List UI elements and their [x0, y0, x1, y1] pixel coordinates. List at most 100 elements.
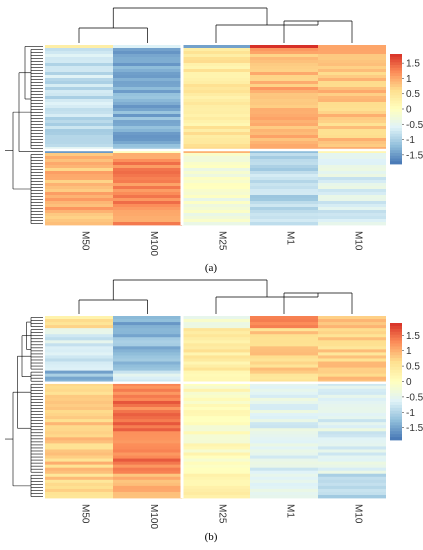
heatmap-cell [318, 210, 386, 214]
heatmap-cell [182, 449, 250, 453]
heatmap-cell [45, 114, 113, 118]
heatmap-cell [113, 467, 182, 472]
heatmap-cell [250, 458, 318, 462]
heatmap-cell [250, 216, 318, 220]
column-split [180, 316, 184, 498]
column-labels: M50 M100 M25 M1 M10 [80, 504, 364, 529]
heatmap-cell [250, 186, 318, 190]
heatmap-cell [182, 180, 250, 184]
heatmap-cell [250, 72, 318, 76]
heatmap-cell [250, 358, 318, 362]
heatmap-cell [318, 407, 386, 411]
heatmap-cell [113, 437, 182, 441]
legend-swatch [390, 384, 402, 388]
heatmap-cell [182, 379, 250, 384]
heatmap-cell [182, 494, 250, 499]
row-split [45, 148, 386, 152]
heatmap-cell [113, 165, 182, 169]
heatmap-cell [182, 349, 250, 353]
heatmap-cell [45, 473, 113, 478]
heatmap-cell [113, 138, 182, 142]
heatmap-cell [113, 114, 182, 118]
heatmap-cell [113, 81, 182, 85]
heatmap-cell [182, 437, 250, 441]
heatmap-cell [113, 331, 182, 335]
heatmap-cell [113, 434, 182, 438]
legend-swatch [390, 133, 402, 137]
heatmap-cell [182, 45, 250, 49]
heatmap-cell [113, 96, 182, 100]
legend-swatch [390, 346, 402, 350]
heatmap-cell [113, 186, 182, 190]
heatmap-cell [45, 325, 113, 329]
heatmap-cell [113, 440, 182, 444]
heatmap-cell [45, 51, 113, 55]
heatmap-cell [250, 138, 318, 142]
heatmap-cell [113, 428, 182, 432]
column-label: M50 [80, 231, 91, 251]
heatmap-cell [45, 105, 113, 109]
legend-swatch [390, 78, 402, 82]
heatmap-cell [250, 461, 318, 466]
heatmap-cell [182, 340, 250, 344]
heatmap-cell [250, 367, 318, 371]
heatmap-cell [45, 352, 113, 356]
heatmap-cell [182, 90, 250, 94]
legend-swatch [390, 416, 402, 420]
heatmap-cell [45, 482, 113, 487]
heatmap-cell [318, 331, 386, 335]
heatmap-cell [113, 455, 182, 459]
heatmap-cell [318, 153, 386, 157]
legend-swatch [390, 54, 402, 58]
legend-tick-label: 0 [406, 105, 412, 116]
heatmap-cell [250, 90, 318, 94]
heatmap-cell [182, 397, 250, 402]
heatmap-cell [318, 470, 386, 475]
column-label: M50 [80, 504, 91, 524]
heatmap-cell [250, 81, 318, 85]
heatmap-cell [45, 213, 113, 217]
heatmap-cell [45, 455, 113, 459]
heatmap-cell [113, 488, 182, 493]
heatmap-cell [318, 114, 386, 118]
legend-tick-label: 1 [406, 346, 412, 357]
heatmap-cell [250, 376, 318, 381]
heatmap-cell [113, 66, 182, 70]
heatmap-cell [45, 464, 113, 469]
heatmap-cell [318, 328, 386, 332]
column-split [180, 45, 184, 225]
row-dendrogram [5, 46, 43, 224]
heatmap-cell [182, 195, 250, 199]
legend-tick-label: -0.5 [406, 120, 423, 131]
heatmap-cell [182, 394, 250, 399]
heatmap-cell [318, 189, 386, 193]
heatmap-cell [182, 204, 250, 208]
heatmap-cell [182, 114, 250, 118]
heatmap-cell [45, 54, 113, 58]
heatmap-cell [45, 437, 113, 441]
heatmap-cell [250, 120, 318, 124]
heatmap-cell [250, 57, 318, 61]
legend-swatch [390, 325, 402, 330]
heatmap-cell [250, 156, 318, 160]
heatmap-cell [250, 397, 318, 402]
heatmap-cell [318, 373, 386, 378]
heatmap-cell [45, 111, 113, 115]
heatmap-cell [250, 494, 318, 499]
heatmap-cell [45, 419, 113, 423]
heatmap-cell [182, 63, 250, 67]
heatmap-cell [250, 174, 318, 178]
heatmap-cell [318, 93, 386, 97]
heatmap-cell [182, 207, 250, 211]
heatmap-cell [113, 452, 182, 456]
heatmap-cell [250, 180, 318, 184]
heatmap-cell [45, 452, 113, 456]
heatmap-cell [113, 171, 182, 175]
heatmap-cell [45, 388, 113, 393]
legend-swatch [390, 131, 402, 135]
heatmap-cell [182, 84, 250, 88]
row-split [45, 381, 386, 384]
heatmap-cell [318, 129, 386, 133]
heatmap-cell [318, 337, 386, 341]
heatmap-cell [318, 117, 386, 121]
